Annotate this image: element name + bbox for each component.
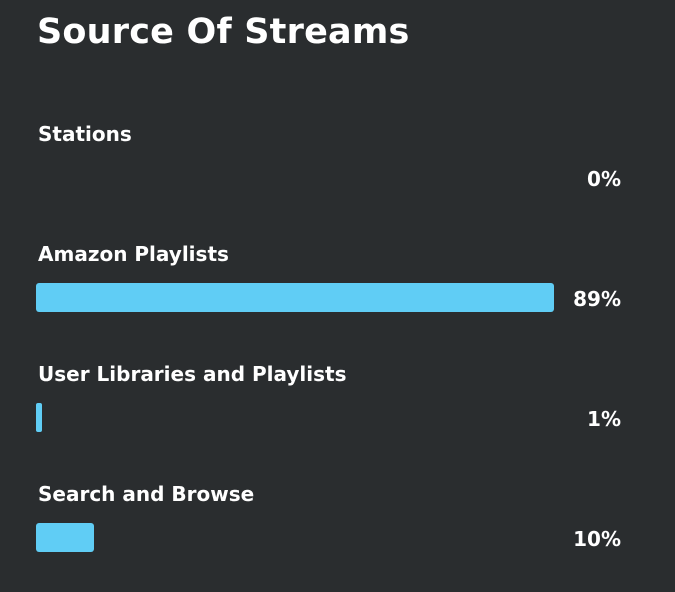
bar-search-and-browse — [36, 523, 94, 552]
bar-track — [36, 403, 554, 432]
bar-category-label: Amazon Playlists — [38, 242, 229, 266]
bar-track — [36, 163, 554, 192]
bar-value-label: 10% — [573, 527, 621, 551]
bar-row-search-and-browse: Search and Browse 10% — [0, 482, 675, 592]
bar-row-amazon-playlists: Amazon Playlists 89% — [0, 242, 675, 352]
bar-value-label: 1% — [587, 407, 621, 431]
bar-row-stations: Stations 0% — [0, 122, 675, 232]
bar-value-label: 0% — [587, 167, 621, 191]
bar-user-libraries-and-playlists — [36, 403, 42, 432]
bar-value-label: 89% — [573, 287, 621, 311]
bar-amazon-playlists — [36, 283, 554, 312]
chart-title: Source Of Streams — [37, 12, 410, 52]
bar-category-label: Search and Browse — [38, 482, 255, 506]
bar-track — [36, 283, 554, 312]
bar-category-label: User Libraries and Playlists — [38, 362, 347, 386]
bar-row-user-libraries-and-playlists: User Libraries and Playlists 1% — [0, 362, 675, 472]
bar-category-label: Stations — [38, 122, 132, 146]
bar-track — [36, 523, 554, 552]
